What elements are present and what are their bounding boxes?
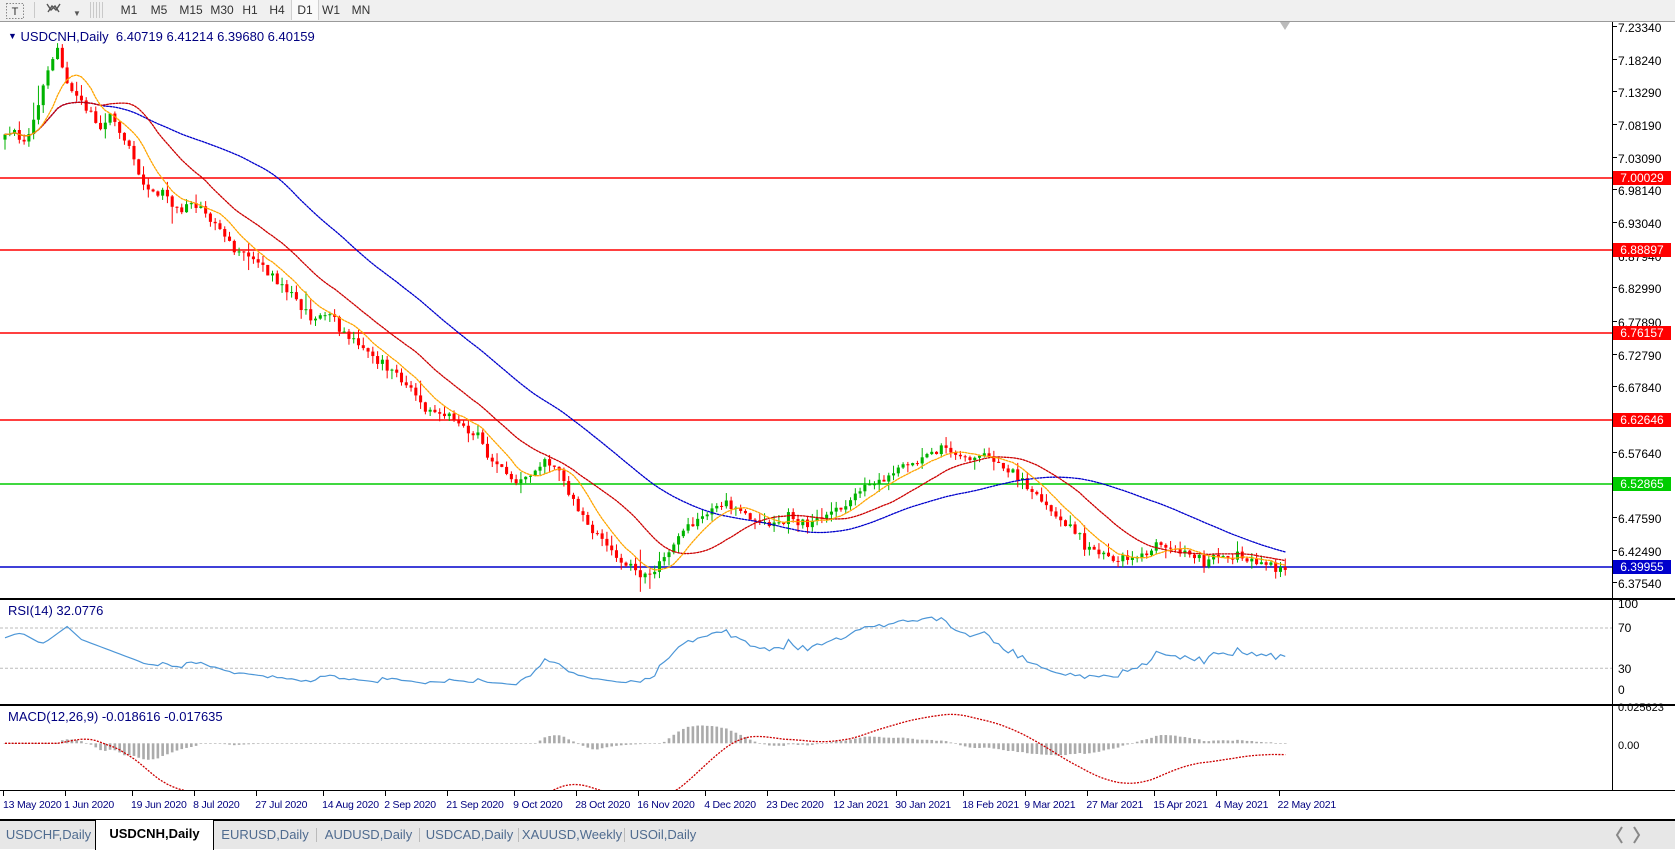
svg-text:T: T — [12, 6, 19, 18]
